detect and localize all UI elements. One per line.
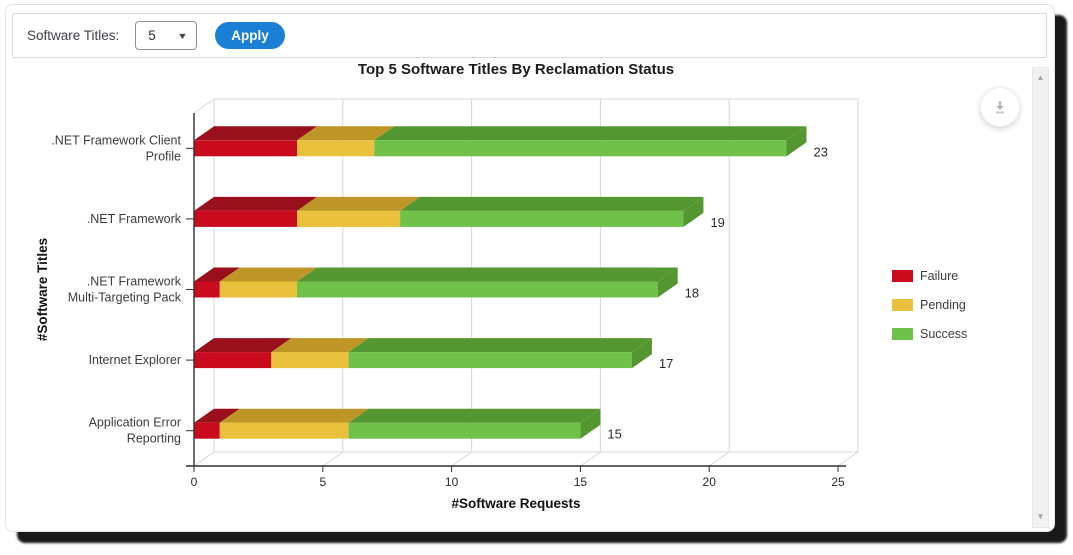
bar-top-pending[interactable]	[297, 126, 395, 141]
legend-label: Success	[920, 327, 968, 341]
x-tick-label: 15	[574, 475, 588, 489]
bar-segment-success[interactable]	[348, 422, 581, 439]
toolbar: Software Titles: 5 ▼ Apply	[12, 13, 1047, 58]
x-tick-label: 20	[703, 475, 717, 489]
bar-top-failure[interactable]	[194, 126, 318, 141]
download-icon	[996, 101, 1004, 114]
bar-top-success[interactable]	[348, 408, 601, 423]
category-label: Internet Explorer	[89, 353, 181, 367]
bar-segment-failure[interactable]	[194, 352, 272, 369]
software-titles-label: Software Titles:	[27, 28, 120, 43]
bar-end-face[interactable]	[580, 408, 601, 439]
category-label: Application Error Reporting	[89, 416, 181, 446]
bar-top-success[interactable]	[297, 267, 678, 282]
failure-swatch	[892, 270, 913, 282]
bar-end-face[interactable]	[683, 196, 704, 227]
bar-top-pending[interactable]	[219, 267, 318, 282]
x-tick-label: 25	[831, 475, 845, 489]
bar-value-label: 19	[710, 215, 724, 230]
bar-segment-pending[interactable]	[219, 422, 349, 439]
category-label: .NET Framework	[87, 212, 182, 226]
bar-segment-success[interactable]	[400, 210, 684, 227]
scroll-down-icon[interactable]: ▼	[1036, 512, 1045, 521]
bar-segment-pending[interactable]	[219, 281, 298, 298]
scroll-up-icon[interactable]: ▲	[1036, 73, 1045, 82]
bar-end-face[interactable]	[657, 267, 678, 298]
vertical-scrollbar[interactable]: ▲ ▼	[1032, 67, 1049, 528]
download-button[interactable]	[980, 87, 1020, 127]
chevron-down-icon: ▼	[177, 30, 189, 41]
bar-top-failure[interactable]	[194, 196, 318, 211]
success-swatch	[892, 328, 913, 340]
category-label: .NET Framework Multi-Targeting Pack	[68, 275, 182, 305]
bar-end-face[interactable]	[631, 338, 652, 369]
bar-top-success[interactable]	[400, 196, 704, 211]
bar-top-pending[interactable]	[271, 338, 369, 353]
bar-segment-success[interactable]	[348, 352, 632, 369]
x-tick-label: 10	[445, 475, 459, 489]
legend-item-pending[interactable]: Pending	[892, 298, 967, 312]
bar-top-success[interactable]	[348, 338, 652, 353]
bar-value-label: 18	[685, 286, 699, 301]
bar-segment-failure[interactable]	[194, 210, 298, 227]
bar-segment-success[interactable]	[297, 281, 658, 298]
x-axis-title: #Software Requests	[451, 496, 580, 511]
legend-item-failure[interactable]: Failure	[892, 269, 967, 283]
bar-segment-failure[interactable]	[194, 281, 220, 298]
y-axis-title: #Software Titles	[35, 238, 50, 341]
bar-top-failure[interactable]	[194, 408, 240, 423]
bar-segment-pending[interactable]	[297, 140, 375, 157]
legend-item-success[interactable]: Success	[892, 327, 967, 341]
bar-top-success[interactable]	[374, 126, 807, 141]
dropdown-value: 5	[148, 28, 156, 43]
chart-legend: Failure Pending Success	[892, 269, 967, 356]
legend-label: Failure	[920, 269, 959, 283]
x-tick-label: 0	[191, 475, 198, 489]
legend-label: Pending	[920, 298, 966, 312]
x-tick-label: 5	[319, 475, 326, 489]
bar-segment-pending[interactable]	[297, 210, 401, 227]
chart-title: Top 5 Software Titles By Reclamation Sta…	[357, 61, 675, 78]
apply-button[interactable]: Apply	[215, 22, 285, 49]
bar-value-label: 17	[659, 356, 673, 371]
bar-top-failure[interactable]	[194, 338, 292, 353]
category-label: .NET Framework Client Profile	[51, 133, 181, 163]
pending-swatch	[892, 299, 913, 311]
bar-segment-failure[interactable]	[194, 422, 220, 439]
bar-top-pending[interactable]	[297, 196, 421, 211]
bar-top-pending[interactable]	[219, 408, 369, 423]
bar-segment-failure[interactable]	[194, 140, 298, 157]
bar-segment-pending[interactable]	[271, 352, 349, 369]
bar-value-label: 23	[813, 144, 827, 159]
bar-value-label: 15	[607, 427, 621, 442]
bar-top-failure[interactable]	[194, 267, 240, 282]
software-titles-dropdown[interactable]: 5 ▼	[135, 21, 198, 50]
bar-end-face[interactable]	[786, 126, 807, 157]
bar-segment-success[interactable]	[374, 140, 787, 157]
chart-widget-card: Software Titles: 5 ▼ Apply Top 5 Softwar…	[5, 4, 1055, 532]
bar-chart: 23 19 18 17 15 0 5 10 15 20 25 .NET Framework Clien…	[35, 98, 859, 511]
